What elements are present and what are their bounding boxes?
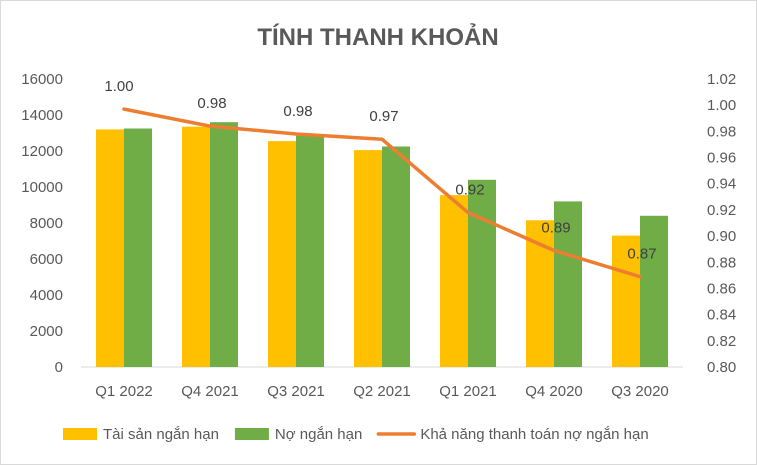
bar-tai-san-ngan-han xyxy=(612,235,640,367)
y-right-tick-label: 1.02 xyxy=(707,71,736,88)
y-right-tick-label: 0.84 xyxy=(707,307,736,324)
bar-no-ngan-han xyxy=(468,179,496,367)
y-right-tick-label: 0.80 xyxy=(707,359,736,376)
y-right-tick-label: 0.82 xyxy=(707,333,736,350)
y-right-tick-label: 0.90 xyxy=(707,228,736,245)
legend-label: Tài sản ngắn hạn xyxy=(103,426,219,443)
line-data-label: 0.98 xyxy=(197,95,226,112)
x-category-label: Q3 2021 xyxy=(267,383,325,400)
x-category-label: Q3 2020 xyxy=(611,383,669,400)
bar-no-ngan-han xyxy=(124,128,152,367)
x-category-label: Q1 2021 xyxy=(439,383,497,400)
legend-swatch xyxy=(63,428,97,440)
chart-title: TÍNH THANH KHOẢN xyxy=(257,22,498,51)
y-left-tick-label: 4000 xyxy=(30,287,63,304)
y-left-tick-label: 0 xyxy=(55,359,63,376)
line-data-label: 0.97 xyxy=(369,108,398,125)
bar-tai-san-ngan-han xyxy=(96,129,124,367)
plot-area: 0 2000 4000 6000 8000 10000 12000 14000 16000 0.8… xyxy=(21,71,736,400)
legend-label: Nợ ngắn hạn xyxy=(275,426,362,443)
bar-no-ngan-han xyxy=(554,201,582,367)
bar-no-ngan-han xyxy=(210,122,238,367)
x-category-label: Q1 2022 xyxy=(95,383,153,400)
bar-no-ngan-han xyxy=(640,215,668,367)
legend-swatch xyxy=(234,428,269,440)
bar-no-ngan-han xyxy=(296,135,324,367)
y-right-tick-label: 0.86 xyxy=(707,280,736,297)
y-left-tick-label: 14000 xyxy=(21,107,63,124)
line-data-label: 0.89 xyxy=(541,219,570,236)
y-left-tick-label: 10000 xyxy=(21,179,63,196)
y-left-tick-label: 2000 xyxy=(30,323,63,340)
line-data-label: 0.92 xyxy=(455,182,484,199)
line-kha-nang-thanh-toan xyxy=(122,107,642,279)
bar-tai-san-ngan-han xyxy=(182,126,210,367)
y-right-tick-label: 0.88 xyxy=(707,254,736,271)
y-left-tick-label: 8000 xyxy=(30,215,63,232)
y-right-tick-label: 0.92 xyxy=(707,202,736,219)
bar-no-ngan-han xyxy=(382,146,410,367)
y-right-tick-label: 0.98 xyxy=(707,123,736,140)
x-category-label: Q4 2020 xyxy=(525,383,583,400)
legend: Tài sản ngắn hạn Nợ ngắn hạn Khả năng than… xyxy=(63,426,649,443)
line-data-label: 0.98 xyxy=(283,103,312,120)
y-left-tick-label: 6000 xyxy=(30,251,63,268)
bar-tai-san-ngan-han xyxy=(440,195,468,367)
y-right-tick-label: 0.96 xyxy=(707,150,736,167)
y-right-tick-label: 0.94 xyxy=(707,176,736,193)
x-category-label: Q4 2021 xyxy=(181,383,239,400)
bar-tai-san-ngan-han xyxy=(354,150,382,367)
y-left-tick-label: 12000 xyxy=(21,143,63,160)
bar-tai-san-ngan-han xyxy=(526,220,554,367)
legend-label: Khả năng thanh toán nợ ngắn hạn xyxy=(420,426,648,443)
bar-tai-san-ngan-han xyxy=(268,141,296,367)
y-right-tick-label: 1.00 xyxy=(707,97,736,114)
line-data-label: 1.00 xyxy=(104,78,133,95)
x-category-label: Q2 2021 xyxy=(353,383,411,400)
y-left-tick-label: 16000 xyxy=(21,71,63,88)
line-data-label: 0.87 xyxy=(627,246,656,263)
